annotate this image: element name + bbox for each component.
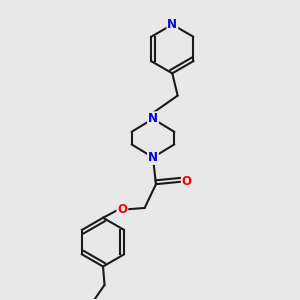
Text: N: N bbox=[167, 18, 177, 31]
Text: N: N bbox=[148, 112, 158, 125]
Text: N: N bbox=[148, 151, 158, 164]
Text: O: O bbox=[117, 203, 128, 216]
Text: O: O bbox=[182, 175, 192, 188]
